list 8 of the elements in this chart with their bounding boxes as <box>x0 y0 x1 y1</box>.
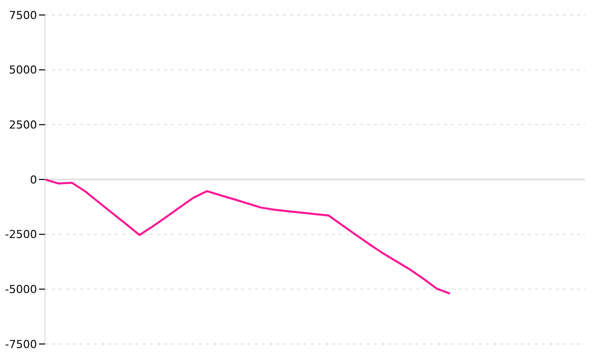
y-tick-label: -2500 <box>5 228 37 242</box>
y-tick-label: 0 <box>30 173 37 186</box>
y-tick-label: 2500 <box>9 118 37 132</box>
y-tick-label: -7500 <box>5 338 37 351</box>
y-tick-label: -5000 <box>5 283 37 296</box>
y-tick-label: 7500 <box>9 8 37 22</box>
line-series <box>44 178 451 295</box>
y-tick-label: 5000 <box>9 64 37 77</box>
